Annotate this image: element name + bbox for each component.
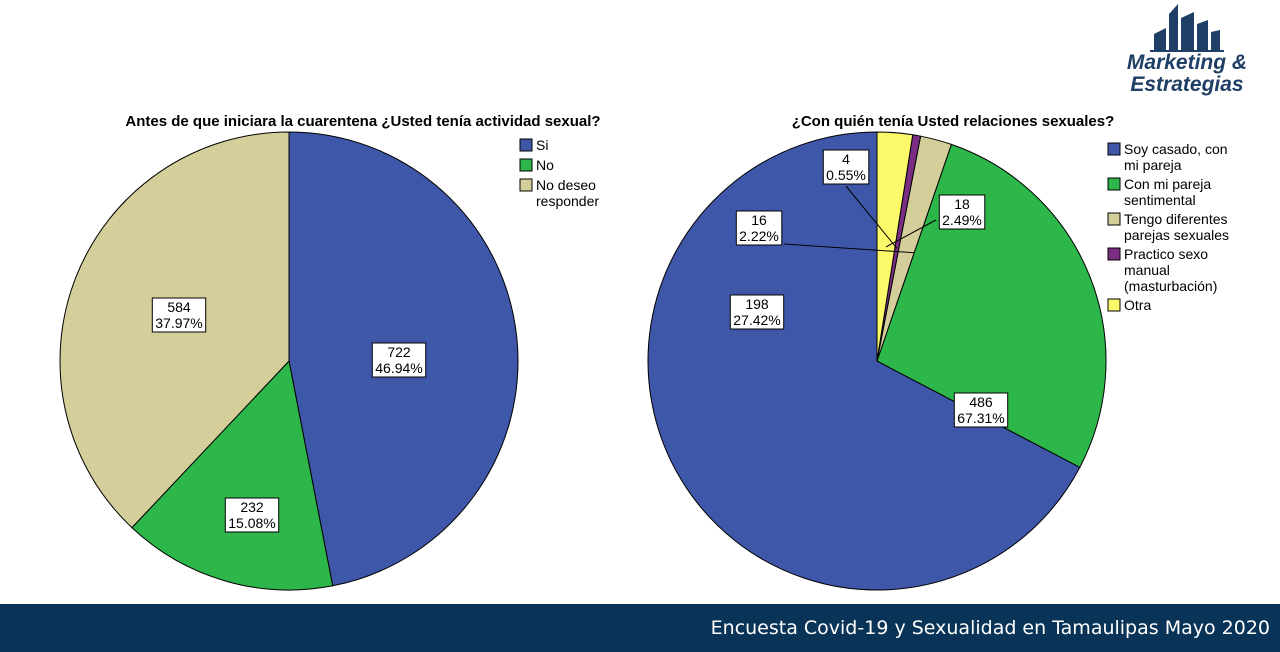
data-label-percent: 2.49% xyxy=(942,212,982,228)
legend-label: Otra xyxy=(1124,297,1151,313)
legend-item-si: Si xyxy=(519,137,548,153)
data-label-percent: 2.22% xyxy=(739,228,779,244)
chart-2-slice-soy-casado-con-mi-pareja xyxy=(647,131,1081,591)
legend-label: Si xyxy=(536,137,548,153)
data-label-percent: 67.31% xyxy=(957,410,1004,426)
data-label-percent: 27.42% xyxy=(733,312,780,328)
chart-2-leader-otra xyxy=(885,219,937,248)
legend-swatch xyxy=(1107,142,1121,156)
chart-1-slice-no xyxy=(131,359,334,591)
brand-logo: Marketing & Estrategias xyxy=(1112,2,1262,102)
data-label-count: 584 xyxy=(167,299,191,315)
data-label-percent: 0.55% xyxy=(826,167,866,183)
legend-item-tengo-diferentes-parejas-sexuales: Tengo diferentes parejas sexuales xyxy=(1107,211,1229,243)
legend-label: No xyxy=(536,157,554,173)
legend-item-practico-sexo-manual-masturbacion: Practico sexo manual (masturbación) xyxy=(1107,246,1217,294)
chart-2-pie xyxy=(647,131,1107,591)
legend-label: No deseo responder xyxy=(536,177,599,209)
brand-line-1: Marketing & xyxy=(1126,51,1248,74)
brand-line-2: Estrategias xyxy=(1130,73,1244,96)
chart-2-label-tengo-diferentes-parejas-sexuales: 162.22% xyxy=(735,210,783,246)
legend-swatch xyxy=(1107,212,1121,226)
data-label-count: 486 xyxy=(969,394,993,410)
legend-item-no-deseo-responder: No deseo responder xyxy=(519,177,599,209)
data-label-count: 722 xyxy=(387,344,411,360)
chart-1-pie xyxy=(59,131,519,591)
chart-1-title: Antes de que iniciara la cuarentena ¿Ust… xyxy=(125,113,600,130)
legend-item-no: No xyxy=(519,157,554,173)
legend-label: Con mi pareja sentimental xyxy=(1124,176,1211,208)
chart-1-legend: Si No No deseo responder xyxy=(519,137,599,209)
chart-2-label-otra: 182.49% xyxy=(938,194,986,230)
chart-2-leader-lines xyxy=(783,185,937,254)
data-label-count: 198 xyxy=(745,296,769,312)
chart-2-label-practico-sexo-manual-masturbacion: 40.55% xyxy=(822,149,870,185)
legend-swatch xyxy=(519,138,533,152)
footer-title: Encuesta Covid-19 y Sexualidad en Tamaul… xyxy=(710,617,1270,639)
chart-2-title: ¿Con quién tenía Usted relaciones sexual… xyxy=(792,113,1115,130)
legend-label: Practico sexo manual (masturbación) xyxy=(1124,246,1217,294)
legend-item-con-mi-pareja-sentimental: Con mi pareja sentimental xyxy=(1107,176,1211,208)
legend-label: Tengo diferentes parejas sexuales xyxy=(1124,211,1229,243)
legend-swatch xyxy=(519,158,533,172)
legend-item-otra: Otra xyxy=(1107,297,1151,313)
data-label-count: 16 xyxy=(751,212,767,228)
data-label-percent: 46.94% xyxy=(375,360,422,376)
chart-2-leader-tengo-diferentes-parejas-sexuales xyxy=(783,243,915,254)
legend-swatch xyxy=(1107,298,1121,312)
chart-2-leader-practico-sexo-manual-masturbacion xyxy=(845,185,898,249)
data-label-count: 18 xyxy=(954,196,970,212)
legend-item-soy-casado-con-mi-pareja: Soy casado, con mi pareja xyxy=(1107,141,1228,173)
data-label-percent: 37.97% xyxy=(155,315,202,331)
footer-bar: Encuesta Covid-19 y Sexualidad en Tamaul… xyxy=(0,604,1280,652)
data-label-count: 232 xyxy=(240,499,264,515)
charts-canvas: Antes de que iniciara la cuarentena ¿Ust… xyxy=(59,113,1229,591)
legend-swatch xyxy=(1107,177,1121,191)
chart-2-slice-con-mi-pareja-sentimental xyxy=(876,143,1107,469)
legend-swatch xyxy=(1107,247,1121,261)
legend-label: Soy casado, con mi pareja xyxy=(1124,141,1228,173)
data-label-percent: 15.08% xyxy=(228,515,275,531)
buildings-icon xyxy=(1150,4,1224,52)
data-label-count: 4 xyxy=(842,151,850,167)
legend-swatch xyxy=(519,178,533,192)
